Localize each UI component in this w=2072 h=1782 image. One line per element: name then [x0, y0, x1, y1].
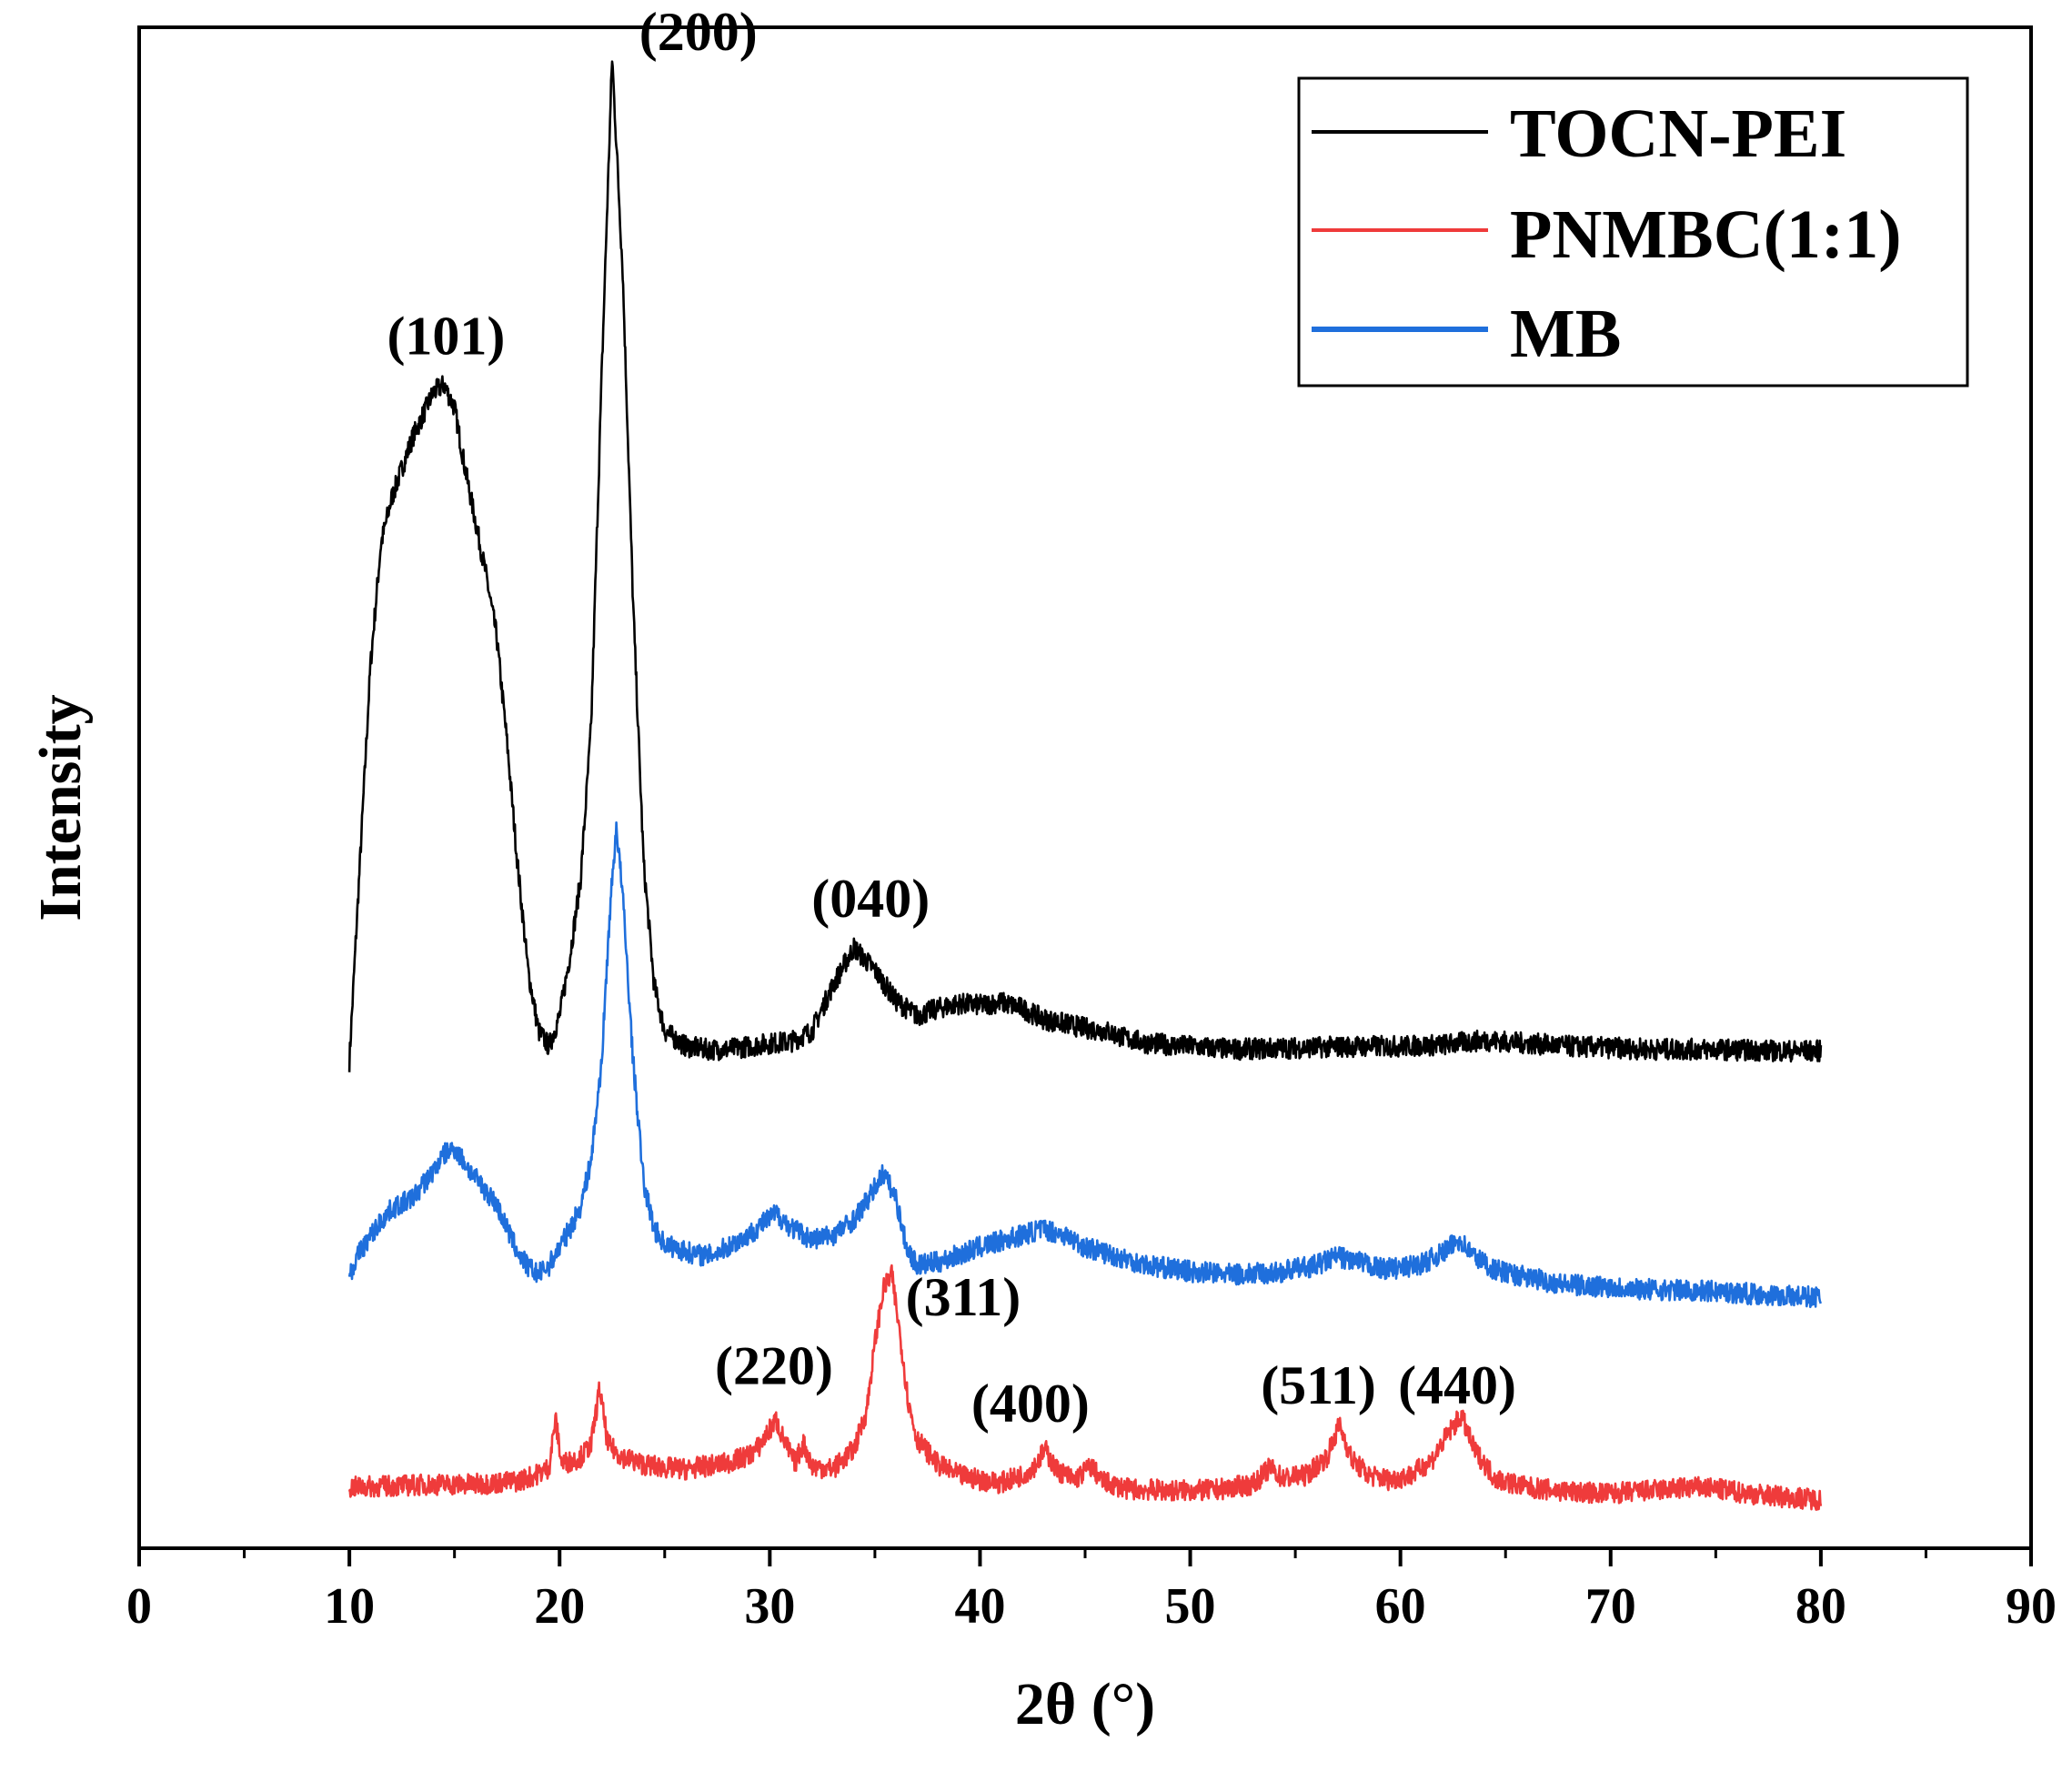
- y-axis-title: Intensity: [27, 694, 94, 921]
- x-axis-ticks: 0 10 20 30 40 50 60 70 80 90: [126, 1548, 2057, 1635]
- x-tick-label-50: 50: [1165, 1578, 1216, 1635]
- series-line-pnmbc-1-1: [347, 1264, 1823, 1511]
- peak-label-200: (200): [639, 2, 758, 62]
- peak-label-101: (101): [387, 306, 505, 366]
- legend-label-pnmbc: PNMBC(1:1): [1510, 196, 1902, 273]
- peak-label-311: (311): [906, 1267, 1021, 1327]
- peak-label-440: (440): [1398, 1355, 1516, 1415]
- peak-label-040: (040): [811, 869, 930, 929]
- series-line-mb: [347, 821, 1823, 1309]
- x-tick-label-80: 80: [1795, 1578, 1846, 1635]
- legend-label-tocn-pei: TOCN-PEI: [1510, 96, 1846, 172]
- x-tick-label-40: 40: [954, 1578, 1005, 1635]
- series-layer: [347, 60, 1823, 1511]
- legend: TOCN-PEI PNMBC(1:1) MB: [1297, 76, 1969, 388]
- x-tick-label-60: 60: [1375, 1578, 1426, 1635]
- x-axis-title: 2θ (°): [1015, 1671, 1155, 1737]
- x-tick-label-0: 0: [126, 1578, 152, 1635]
- x-tick-label-90: 90: [2006, 1578, 2057, 1635]
- series-line-tocn-pei: [347, 60, 1823, 1072]
- peak-label-511: (511): [1261, 1355, 1376, 1415]
- x-tick-label-20: 20: [534, 1578, 585, 1635]
- x-tick-label-30: 30: [744, 1578, 795, 1635]
- peak-label-220: (220): [715, 1335, 833, 1395]
- x-tick-label-10: 10: [324, 1578, 375, 1635]
- legend-label-mb: MB: [1510, 296, 1621, 372]
- peak-label-400: (400): [971, 1374, 1090, 1434]
- annotation-layer: (101) (200) (040) (220) (311) (400) (511) (440): [387, 2, 1516, 1434]
- x-tick-label-70: 70: [1585, 1578, 1636, 1635]
